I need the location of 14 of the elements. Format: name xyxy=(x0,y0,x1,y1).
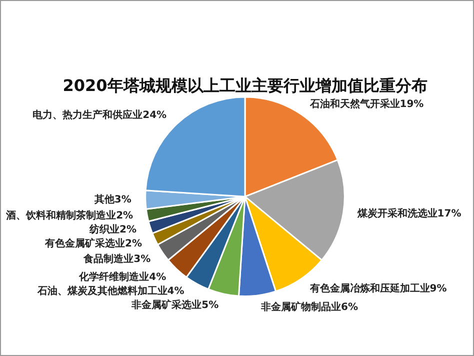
slice-label: 其他3% xyxy=(93,194,132,206)
slice-label: 电力、热力生产和供应业24% xyxy=(32,108,167,121)
slice-label: 石油和天然气开采业19% xyxy=(308,98,424,110)
slice-label: 石油、煤炭及其他燃料加工业4% xyxy=(36,285,184,298)
slice-label: 化学纤维制造业4% xyxy=(78,271,166,284)
slice-label: 非金属矿物制品业6% xyxy=(260,300,358,313)
slice-label: 纺织业2% xyxy=(88,224,137,236)
slice-label: 非金属矿采选业5% xyxy=(130,299,219,312)
slice-label: 有色金属冶炼和压延加工业9% xyxy=(308,282,447,295)
chart-title: 2020年塔城规模以上工业主要行业增加值比重分布 xyxy=(62,76,428,95)
slice-label: 酒、饮料和精制茶制造业2% xyxy=(5,210,134,222)
slice-label: 食品制造业3% xyxy=(82,252,151,265)
slice-label: 煤炭开采和洗选业17% xyxy=(356,208,462,220)
slice-label: 有色金属矿采选业2% xyxy=(44,238,142,250)
